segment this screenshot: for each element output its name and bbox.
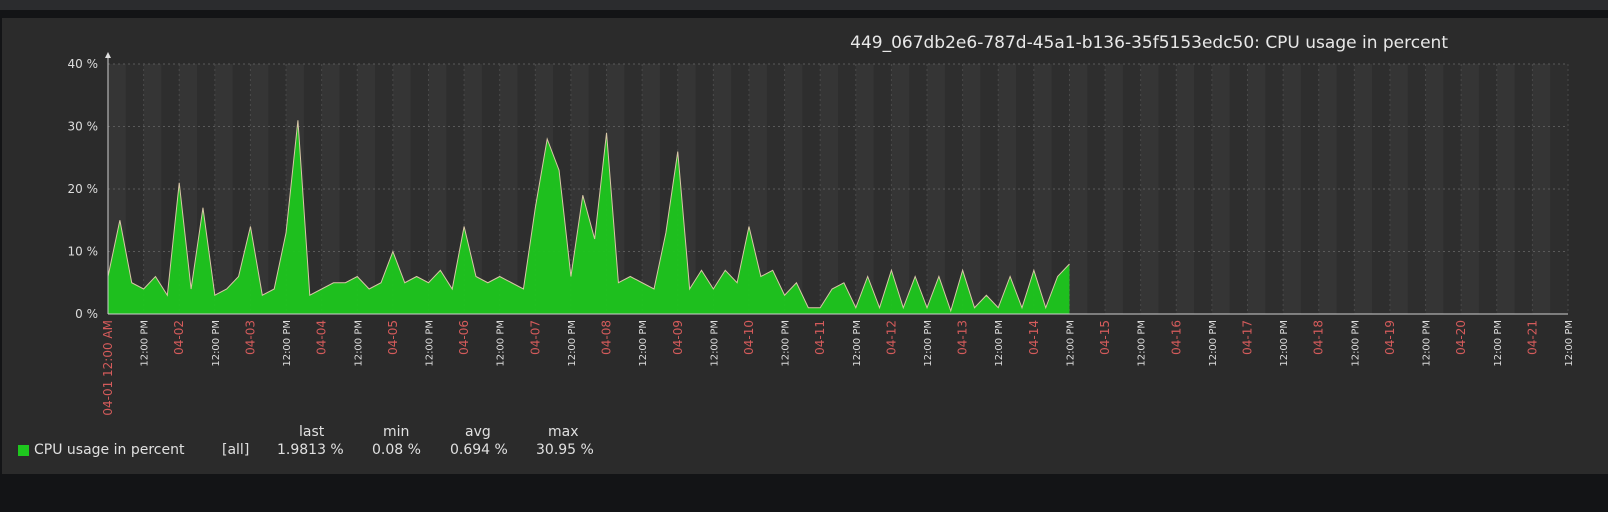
- time-band: [321, 64, 340, 314]
- x-tick-label: 12:00 PM: [567, 320, 578, 367]
- legend-series-scope: [all]: [222, 442, 250, 458]
- x-tick-label: 04-20: [1454, 320, 1468, 355]
- x-tick-label: 04-07: [528, 320, 542, 355]
- x-tick-label: 04-12: [884, 320, 898, 355]
- x-tick-label: 04-17: [1241, 320, 1255, 355]
- time-band: [1283, 64, 1301, 314]
- x-tick-label: 04-13: [956, 320, 970, 355]
- time-band: [428, 64, 447, 314]
- y-tick-label: 10 %: [68, 245, 99, 259]
- time-band: [962, 64, 981, 314]
- legend-value-max: 30.95 %: [536, 442, 594, 458]
- time-band: [1211, 64, 1230, 314]
- x-tick-label: 12:00 PM: [638, 320, 649, 367]
- x-tick-label: 04-03: [243, 320, 257, 355]
- x-tick-label: 12:00 PM: [353, 320, 364, 367]
- chart-title: 449_067db2e6-787d-45a1-b136-35f5153edc50…: [850, 33, 1448, 53]
- time-band: [357, 64, 376, 314]
- tick-labels: 0 % 10 % 20 % 30 % 40 % 04-01 12:00 AM 12:00 P…: [68, 57, 1576, 416]
- x-tick-label: 04-19: [1383, 320, 1397, 355]
- y-tick-label: 30 %: [68, 120, 99, 134]
- x-tick-label: 04-11: [813, 320, 827, 355]
- x-tick-label: 12:00 PM: [1208, 320, 1219, 367]
- axes: [105, 52, 1568, 315]
- series-layer: [107, 120, 1070, 314]
- x-tick-label: 12:00 PM: [1422, 320, 1433, 367]
- x-tick-label: 04-04: [315, 320, 329, 355]
- cpu-usage-chart: 0 % 10 % 20 % 30 % 40 % 04-01 12:00 AM 12:00 P…: [68, 33, 1576, 416]
- x-tick-label: 04-15: [1098, 320, 1112, 355]
- x-tick-label: 12:00 PM: [1065, 320, 1076, 367]
- time-band: [998, 64, 1017, 314]
- time-band: [713, 64, 732, 314]
- time-band: [392, 64, 411, 314]
- x-tick-label: 04-21: [1525, 320, 1539, 355]
- legend-color-swatch: [18, 445, 29, 456]
- legend-header-min: min: [383, 424, 410, 440]
- legend-header-last: last: [299, 424, 325, 440]
- legend-value-last: 1.9813 %: [277, 442, 344, 458]
- x-tick-label: 04-08: [600, 320, 614, 355]
- x-tick-label: 04-06: [457, 320, 471, 355]
- x-tick-label: 12:00 PM: [496, 320, 507, 367]
- legend-series-name: CPU usage in percent: [34, 442, 185, 458]
- top-bar: [0, 0, 1608, 10]
- time-band: [1532, 64, 1551, 314]
- x-tick-label: 12:00 PM: [1137, 320, 1148, 367]
- y-axis-arrow: [105, 52, 111, 58]
- x-tick-label: 04-09: [671, 320, 685, 355]
- time-band: [1247, 64, 1266, 314]
- y-tick-label: 20 %: [68, 182, 99, 196]
- graph-panel: 0 % 10 % 20 % 30 % 40 % 04-01 12:00 AM 12:00 P…: [2, 18, 1608, 474]
- x-tick-label: 04-16: [1169, 320, 1183, 355]
- legend-value-min: 0.08 %: [372, 442, 421, 458]
- x-tick-label: 12:00 PM: [852, 320, 863, 367]
- legend: last min avg max CPU usage in percent [a…: [2, 18, 702, 458]
- legend-header-max: max: [548, 424, 579, 440]
- x-tick-label: 04-05: [386, 320, 400, 355]
- x-tick-label: 12:00 PM: [211, 320, 222, 367]
- time-band: [1496, 64, 1515, 314]
- x-tick-label: 04-02: [172, 320, 186, 355]
- y-tick-label: 0 %: [75, 307, 98, 321]
- x-tick-label: 12:00 PM: [781, 320, 792, 367]
- x-tick-label: 12:00 PM: [140, 320, 151, 367]
- x-tick-label: 12:00 PM: [424, 320, 435, 367]
- time-band: [642, 64, 660, 314]
- x-tick-label: 12:00 PM: [923, 320, 934, 367]
- x-tick-label: 04-10: [742, 320, 756, 355]
- x-tick-label: 04-18: [1312, 320, 1326, 355]
- y-tick-label: 40 %: [68, 57, 99, 71]
- x-tick-label: 12:00 PM: [709, 320, 720, 367]
- x-tick-label: 12:00 PM: [282, 320, 293, 367]
- series-line: [107, 120, 1070, 313]
- grid-lines: [107, 63, 1569, 315]
- x-tick-label: 04-14: [1027, 320, 1041, 355]
- legend-header-avg: avg: [465, 424, 491, 440]
- time-band: [927, 64, 945, 314]
- x-tick-label: 12:00 PM: [1564, 320, 1575, 367]
- x-tick-label: 12:00 PM: [1493, 320, 1504, 367]
- x-tick-label: 04-01 12:00 AM: [101, 320, 115, 416]
- x-tick-label: 12:00 PM: [994, 320, 1005, 367]
- x-tick-label: 12:00 PM: [1279, 320, 1290, 367]
- x-tick-label: 12:00 PM: [1350, 320, 1361, 367]
- legend-value-avg: 0.694 %: [450, 442, 508, 458]
